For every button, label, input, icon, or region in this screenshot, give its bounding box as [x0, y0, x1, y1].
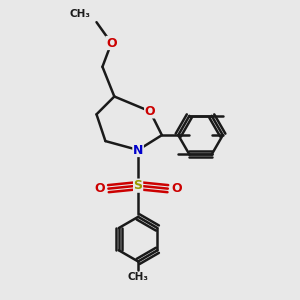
- Text: S: S: [134, 179, 142, 192]
- Text: CH₃: CH₃: [70, 9, 91, 19]
- Text: O: O: [171, 182, 182, 195]
- Text: O: O: [106, 37, 117, 50]
- Text: O: O: [94, 182, 105, 195]
- Text: O: O: [145, 105, 155, 118]
- Text: N: N: [133, 143, 143, 157]
- Text: CH₃: CH₃: [128, 272, 148, 282]
